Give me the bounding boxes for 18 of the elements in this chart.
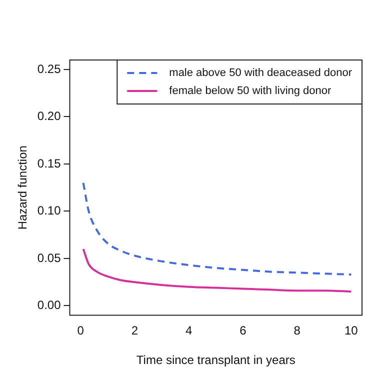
y-axis-title: Hazard function	[16, 146, 30, 230]
y-tick-label: 0.20	[37, 109, 62, 124]
y-tick-label: 0.15	[37, 156, 62, 170]
y-tick-label: 0.05	[37, 250, 62, 265]
x-axis-title: Time since transplant in years	[136, 353, 296, 368]
x-tick-label: 2	[131, 324, 138, 338]
y-tick-label: 0.00	[37, 298, 62, 312]
x-tick-label: 8	[294, 324, 301, 338]
x-tick-label: 4	[185, 324, 192, 338]
legend-label: male above 50 with deaceased donor	[169, 67, 352, 80]
line-series	[82, 248, 352, 293]
x-tick-label: 10	[344, 324, 358, 338]
x-tick-label: 6	[240, 324, 247, 338]
y-tick-label: 0.25	[37, 62, 62, 76]
legend-label: female below 50 with living donor	[169, 85, 332, 98]
x-tick-label: 0	[77, 324, 84, 338]
y-tick-label: 0.10	[37, 204, 62, 218]
line-series	[82, 182, 352, 276]
